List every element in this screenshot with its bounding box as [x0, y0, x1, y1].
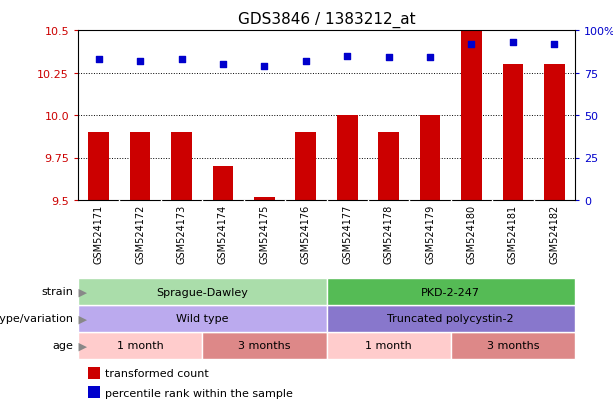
Text: GSM524178: GSM524178 — [384, 204, 394, 263]
Bar — [544, 65, 565, 201]
Bar — [171, 133, 192, 201]
Bar — [503, 65, 524, 201]
Point — [342, 53, 352, 59]
Bar — [88, 367, 100, 379]
Text: GSM524180: GSM524180 — [466, 204, 476, 263]
Bar — [337, 116, 357, 201]
Point — [425, 55, 435, 62]
Bar — [88, 387, 100, 399]
Bar — [461, 31, 482, 201]
Bar — [295, 133, 316, 201]
Point — [549, 41, 559, 48]
Text: GSM524172: GSM524172 — [135, 204, 145, 263]
Text: 1 month: 1 month — [116, 341, 164, 351]
Point — [177, 57, 186, 63]
Text: ▶: ▶ — [75, 287, 87, 297]
Text: GSM524174: GSM524174 — [218, 204, 228, 263]
Title: GDS3846 / 1383212_at: GDS3846 / 1383212_at — [238, 12, 416, 28]
Bar — [78, 305, 327, 332]
Text: GSM524171: GSM524171 — [94, 204, 104, 263]
Point — [384, 55, 394, 62]
Text: strain: strain — [41, 287, 73, 297]
Bar — [78, 278, 327, 305]
Bar — [213, 166, 234, 201]
Point — [508, 40, 518, 46]
Text: Wild type: Wild type — [176, 314, 229, 324]
Bar — [327, 278, 575, 305]
Text: GSM524181: GSM524181 — [508, 204, 518, 263]
Text: genotype/variation: genotype/variation — [0, 314, 73, 324]
Text: age: age — [52, 341, 73, 351]
Text: Truncated polycystin-2: Truncated polycystin-2 — [387, 314, 514, 324]
Text: percentile rank within the sample: percentile rank within the sample — [105, 388, 293, 398]
Text: 3 months: 3 months — [238, 341, 291, 351]
Text: ▶: ▶ — [75, 314, 87, 324]
Text: 3 months: 3 months — [487, 341, 539, 351]
Text: transformed count: transformed count — [105, 368, 208, 378]
Bar — [202, 332, 327, 359]
Bar — [451, 332, 575, 359]
Point — [135, 58, 145, 65]
Bar — [327, 332, 451, 359]
Point — [466, 41, 476, 48]
Bar — [378, 133, 399, 201]
Text: GSM524173: GSM524173 — [177, 204, 186, 263]
Point — [218, 62, 228, 68]
Point — [259, 63, 269, 70]
Bar — [88, 133, 109, 201]
Text: GSM524175: GSM524175 — [259, 204, 269, 263]
Text: PKD-2-247: PKD-2-247 — [421, 287, 480, 297]
Text: Sprague-Dawley: Sprague-Dawley — [156, 287, 248, 297]
Bar — [130, 133, 150, 201]
Bar — [420, 116, 440, 201]
Text: GSM524176: GSM524176 — [301, 204, 311, 263]
Text: GSM524182: GSM524182 — [549, 204, 559, 263]
Text: GSM524177: GSM524177 — [342, 204, 352, 263]
Bar — [254, 197, 275, 201]
Text: GSM524179: GSM524179 — [425, 204, 435, 263]
Text: 1 month: 1 month — [365, 341, 412, 351]
Text: ▶: ▶ — [75, 341, 87, 351]
Bar — [78, 332, 202, 359]
Point — [94, 57, 104, 63]
Point — [301, 58, 311, 65]
Bar — [327, 305, 575, 332]
